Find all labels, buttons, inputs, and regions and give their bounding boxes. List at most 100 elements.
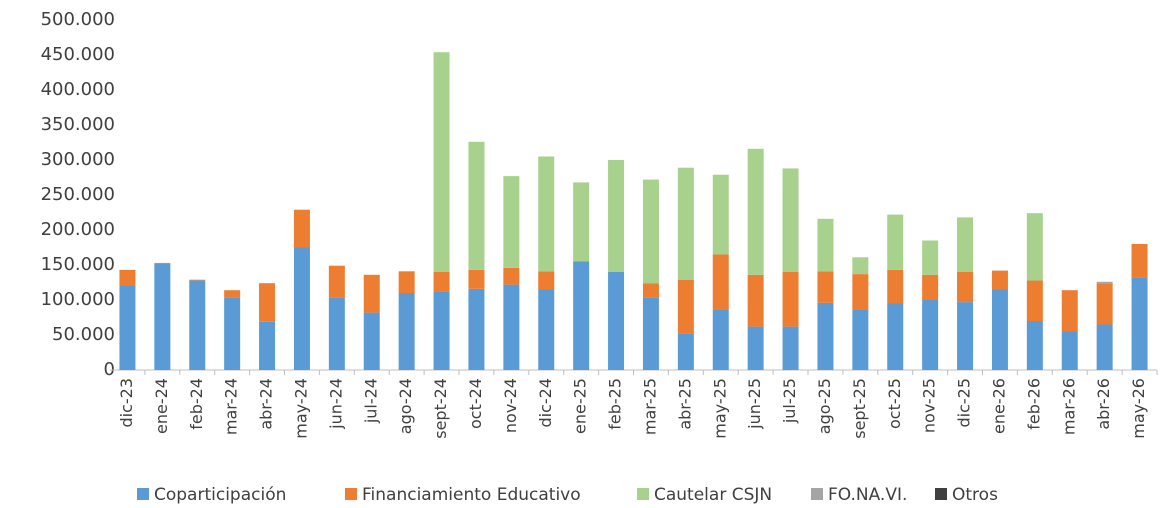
bar-segment [1131, 277, 1148, 370]
bar-segment [642, 283, 659, 298]
x-tick-label: nov-24 [501, 378, 520, 433]
x-tick-label: oct-25 [885, 378, 904, 429]
legend-swatch [637, 488, 649, 500]
y-tick-label: 500.000 [41, 9, 115, 30]
bar-segment [1026, 280, 1043, 321]
bar-segment [817, 218, 834, 272]
x-tick-label: ene-25 [571, 378, 590, 434]
x-tick-label: ene-24 [152, 378, 171, 434]
y-tick-label: 400.000 [41, 79, 115, 100]
legend-label: Otros [952, 485, 998, 505]
x-tick-label: jun-25 [745, 378, 764, 430]
x-tick-label: may-24 [291, 378, 310, 439]
bar-segment [887, 214, 904, 270]
bar-segment [642, 179, 659, 284]
bar-segment [852, 257, 869, 275]
bar-segment [538, 156, 555, 272]
bar-segment [189, 279, 206, 281]
x-tick-label: dic-23 [117, 378, 136, 428]
bar-segment [677, 279, 694, 334]
x-tick-label: jun-24 [326, 378, 345, 430]
x-tick-label: mar-26 [1059, 378, 1078, 435]
y-tick-label: 50.000 [52, 324, 115, 345]
bar-segment [433, 52, 450, 273]
bar-segment [1096, 281, 1113, 284]
bar-segment [922, 240, 939, 275]
bar-segment [782, 272, 799, 327]
x-tick-label: abr-24 [257, 378, 276, 430]
bar-segment [782, 326, 799, 370]
bar-segment [328, 265, 345, 298]
x-tick-label: may-25 [710, 378, 729, 439]
bar-segment [433, 291, 450, 370]
bar-segment [817, 302, 834, 370]
legend-label: FO.NA.VI. [828, 485, 907, 505]
bar-segment [712, 174, 729, 255]
bar-segment [154, 262, 171, 264]
x-tick-label: mar-25 [640, 378, 659, 435]
x-tick-label: jul-25 [780, 378, 799, 424]
bar-segment [817, 271, 834, 303]
bar-segment [852, 309, 869, 370]
x-tick-label: sept-25 [850, 378, 869, 439]
x-tick-label: sept-24 [431, 378, 450, 439]
bar-segment [922, 274, 939, 300]
bar-segment [573, 182, 590, 262]
x-tick-label: oct-24 [466, 378, 485, 429]
x-tick-label: feb-26 [1024, 378, 1043, 430]
bar-segment [503, 267, 520, 285]
bar-segment [573, 261, 590, 370]
bar-segment [363, 312, 380, 370]
bar-segment [154, 263, 171, 370]
bar-segment [852, 274, 869, 310]
legend-swatch [137, 488, 149, 500]
bar-segment [712, 254, 729, 310]
bar-segment [1026, 321, 1043, 370]
bar-segment [1026, 213, 1043, 281]
bar-segment [957, 302, 974, 370]
y-tick-label: 200.000 [41, 219, 115, 240]
bar-segment [677, 333, 694, 370]
bar-segment [1096, 324, 1113, 370]
y-tick-label: 150.000 [41, 254, 115, 275]
y-tick-label: 250.000 [41, 184, 115, 205]
x-tick-label: nov-25 [920, 378, 939, 433]
bar-segment [747, 148, 764, 275]
x-tick-label: dic-25 [955, 378, 974, 428]
bar-segment [642, 297, 659, 370]
bar-segment [363, 274, 380, 313]
bar-segment [538, 271, 555, 290]
x-tick-label: ene-26 [989, 378, 1008, 434]
y-tick-label: 350.000 [41, 114, 115, 135]
bar-segment [991, 289, 1008, 370]
bar-segment [887, 303, 904, 370]
bar-segment [747, 274, 764, 327]
x-tick-label: ago-25 [815, 378, 834, 434]
bar-segment [538, 289, 555, 370]
bar-segment [259, 283, 276, 322]
bar-segment [293, 247, 310, 370]
bar-segment [957, 217, 974, 272]
y-tick-label: 100.000 [41, 289, 115, 310]
legend-label: Coparticipación [154, 485, 286, 505]
bar-segment [1061, 331, 1078, 370]
bar-segment [503, 176, 520, 268]
bar-segment [224, 290, 241, 298]
x-tick-label: abr-25 [675, 378, 694, 430]
bar-segment [1131, 244, 1148, 278]
bar-segment [887, 269, 904, 304]
bar-segment [608, 160, 625, 272]
bar-segment [293, 209, 310, 248]
x-tick-label: ago-24 [396, 378, 415, 434]
y-tick-label: 0 [104, 359, 115, 380]
bar-segment [747, 326, 764, 370]
bar-segment [468, 288, 485, 370]
legend-swatch [345, 488, 357, 500]
bar-segment [119, 286, 136, 370]
x-tick-label: jul-24 [361, 378, 380, 424]
bar-segment [503, 284, 520, 370]
bar-segment [1096, 283, 1113, 325]
x-tick-label: abr-26 [1094, 378, 1113, 430]
bar-segment [922, 300, 939, 370]
